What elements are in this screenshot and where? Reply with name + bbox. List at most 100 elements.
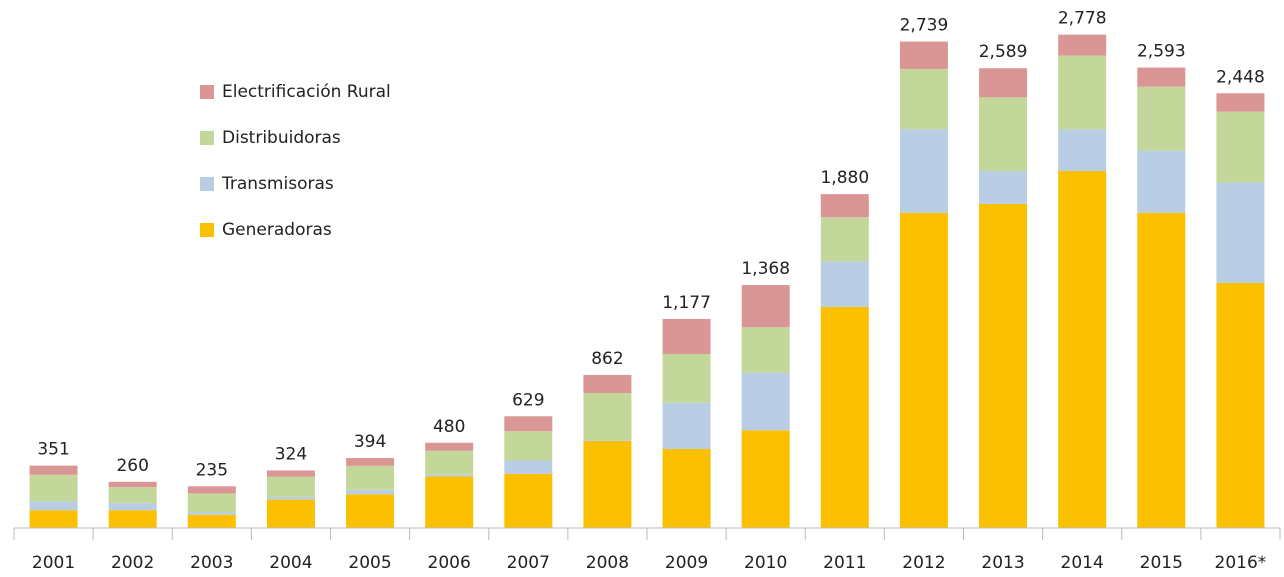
bar-segment bbox=[425, 450, 474, 475]
bar-segment bbox=[266, 496, 315, 500]
bar-segment bbox=[583, 393, 632, 441]
x-tick-label: 2007 bbox=[507, 553, 550, 573]
total-label: 1,368 bbox=[741, 259, 790, 279]
bar-segment bbox=[662, 402, 711, 449]
legend-label: Transmisoras bbox=[221, 174, 334, 194]
bar-segment bbox=[899, 212, 948, 528]
bar-segment bbox=[346, 465, 395, 490]
bar-segment bbox=[425, 476, 474, 528]
bar-segment bbox=[899, 68, 948, 130]
x-tick-label: 2006 bbox=[428, 553, 471, 573]
bar-segment bbox=[741, 327, 790, 373]
x-tick-label: 2011 bbox=[823, 553, 866, 573]
total-label: 2,593 bbox=[1137, 42, 1186, 62]
bar-segment bbox=[346, 489, 395, 495]
total-label: 235 bbox=[196, 460, 228, 480]
x-tick-label: 2008 bbox=[586, 553, 629, 573]
x-tick-label: 2012 bbox=[902, 553, 945, 573]
total-label: 2,778 bbox=[1058, 9, 1107, 29]
bar-segment bbox=[29, 510, 78, 528]
bar-segment bbox=[662, 353, 711, 403]
bar-segment bbox=[1216, 282, 1265, 528]
total-label: 351 bbox=[37, 440, 69, 460]
bar-segment bbox=[1137, 67, 1186, 87]
legend-label: Generadoras bbox=[222, 220, 332, 240]
bar-segment bbox=[425, 442, 474, 451]
bar-segment bbox=[187, 493, 236, 513]
bar-segment bbox=[1137, 86, 1186, 151]
bar-segment bbox=[583, 374, 632, 394]
bar-segment bbox=[266, 476, 315, 497]
bar-segment bbox=[108, 481, 157, 488]
bar-segment bbox=[820, 194, 869, 218]
x-tick-label: 2015 bbox=[1140, 553, 1183, 573]
bar-segment bbox=[899, 129, 948, 213]
legend-swatch bbox=[200, 223, 214, 237]
bar-segment bbox=[346, 458, 395, 466]
total-label: 2,739 bbox=[900, 16, 949, 36]
total-label: 2,589 bbox=[979, 42, 1028, 62]
total-label: 260 bbox=[116, 456, 148, 476]
bar-segment bbox=[504, 431, 553, 461]
x-tick-label: 2002 bbox=[111, 553, 154, 573]
bar-segment bbox=[1137, 150, 1186, 213]
legend-label: Electrificación Rural bbox=[222, 82, 391, 102]
bar-segment bbox=[1216, 111, 1265, 183]
x-tick-label: 2016* bbox=[1215, 553, 1267, 573]
bar-segment bbox=[504, 460, 553, 474]
bar-segment bbox=[425, 474, 474, 477]
total-label: 2,448 bbox=[1216, 67, 1265, 87]
bar-segment bbox=[979, 68, 1028, 98]
bar-segment bbox=[741, 430, 790, 528]
bar-segment bbox=[662, 448, 711, 528]
bar-segment bbox=[187, 512, 236, 515]
total-label: 1,177 bbox=[662, 293, 711, 313]
total-label: 1,880 bbox=[820, 168, 869, 188]
bar-segment bbox=[662, 318, 711, 354]
bar-segment bbox=[1216, 93, 1265, 112]
bar-segment bbox=[187, 486, 236, 494]
x-tick-label: 2010 bbox=[744, 553, 787, 573]
bar-segment bbox=[1137, 212, 1186, 528]
total-label: 629 bbox=[512, 390, 544, 410]
bar-segment bbox=[108, 487, 157, 504]
bar-segment bbox=[29, 501, 78, 511]
x-tick-label: 2003 bbox=[190, 553, 233, 573]
bar-segment bbox=[979, 171, 1028, 204]
x-tick-label: 2005 bbox=[348, 553, 391, 573]
bar-segment bbox=[1058, 171, 1107, 528]
bar-segment bbox=[741, 372, 790, 431]
bar-segment bbox=[504, 416, 553, 432]
bar-segment bbox=[346, 494, 395, 528]
x-tick-label: 2014 bbox=[1061, 553, 1104, 573]
bar-segment bbox=[820, 261, 869, 307]
x-tick-label: 2001 bbox=[32, 553, 75, 573]
x-tick-label: 2004 bbox=[269, 553, 312, 573]
total-label: 862 bbox=[591, 349, 623, 369]
bar-segment bbox=[1216, 182, 1265, 283]
bar-segment bbox=[1058, 129, 1107, 172]
bar-segment bbox=[583, 440, 632, 441]
bar-segment bbox=[29, 465, 78, 475]
bar-segment bbox=[187, 514, 236, 528]
bar-segment bbox=[29, 474, 78, 502]
x-tick-label: 2009 bbox=[665, 553, 708, 573]
bar-segment bbox=[820, 306, 869, 528]
legend-swatch bbox=[200, 131, 214, 145]
bar-segment bbox=[1058, 34, 1107, 56]
total-label: 480 bbox=[433, 417, 465, 437]
x-tick-label: 2013 bbox=[981, 553, 1024, 573]
bar-segment bbox=[899, 41, 948, 69]
bar-segment bbox=[266, 499, 315, 528]
legend-label: Distribuidoras bbox=[222, 128, 341, 148]
legend-swatch bbox=[200, 85, 214, 99]
bar-segment bbox=[583, 440, 632, 528]
bar-segment bbox=[979, 203, 1028, 529]
total-label: 324 bbox=[275, 444, 307, 464]
bar-segment bbox=[266, 470, 315, 477]
bar-segment bbox=[504, 473, 553, 528]
legend-swatch bbox=[200, 177, 214, 191]
bar-segment bbox=[108, 510, 157, 528]
bar-segment bbox=[108, 503, 157, 511]
